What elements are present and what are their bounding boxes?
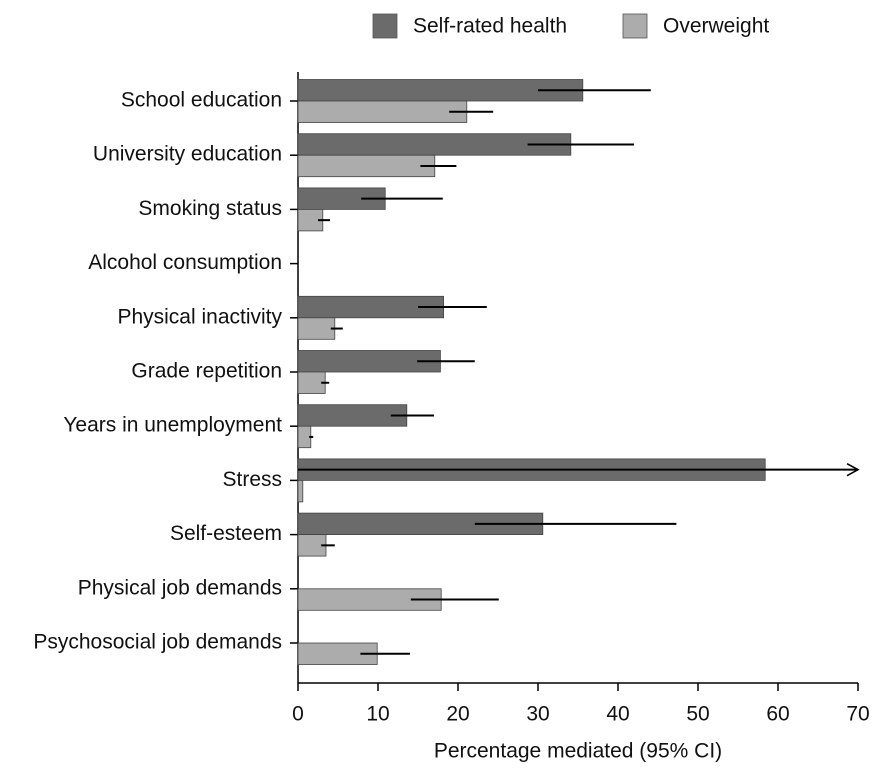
legend-label: Self-rated health xyxy=(413,15,567,38)
y-tick-label: Psychosocial job demands xyxy=(33,631,282,654)
x-tick-label: 30 xyxy=(526,703,549,726)
y-tick-label: School education xyxy=(121,89,282,112)
bar xyxy=(297,479,304,503)
y-tick-label: Physical job demands xyxy=(78,576,282,599)
y-tick-label: Alcohol consumption xyxy=(88,251,282,274)
bar xyxy=(297,404,408,427)
x-tick-label: 10 xyxy=(366,703,389,726)
x-axis-title: Percentage mediated (95% CI) xyxy=(434,740,722,763)
x-tick-label: 50 xyxy=(686,703,709,726)
legend-swatch xyxy=(372,13,398,39)
y-tick-label: Years in unemployment xyxy=(63,414,282,437)
x-tick-label: 60 xyxy=(766,703,789,726)
bar xyxy=(297,154,436,178)
legend-swatch xyxy=(622,13,648,39)
legend-label: Overweight xyxy=(663,15,769,38)
bar xyxy=(297,317,336,340)
y-tick-label: Self-esteem xyxy=(170,522,282,545)
error-bar-arrow xyxy=(846,462,860,477)
y-tick-label: Smoking status xyxy=(138,197,282,220)
y-tick-label: University education xyxy=(93,143,282,166)
y-tick-label: Physical inactivity xyxy=(117,305,282,328)
x-tick-label: 70 xyxy=(846,703,869,726)
bar xyxy=(297,425,312,449)
x-tick-label: 0 xyxy=(292,703,304,726)
y-tick-label: Stress xyxy=(222,468,282,491)
bar xyxy=(297,371,326,394)
x-tick-label: 20 xyxy=(446,703,469,726)
x-tick-label: 40 xyxy=(606,703,629,726)
bar xyxy=(297,100,468,123)
y-tick-label: Grade repetition xyxy=(131,360,282,383)
